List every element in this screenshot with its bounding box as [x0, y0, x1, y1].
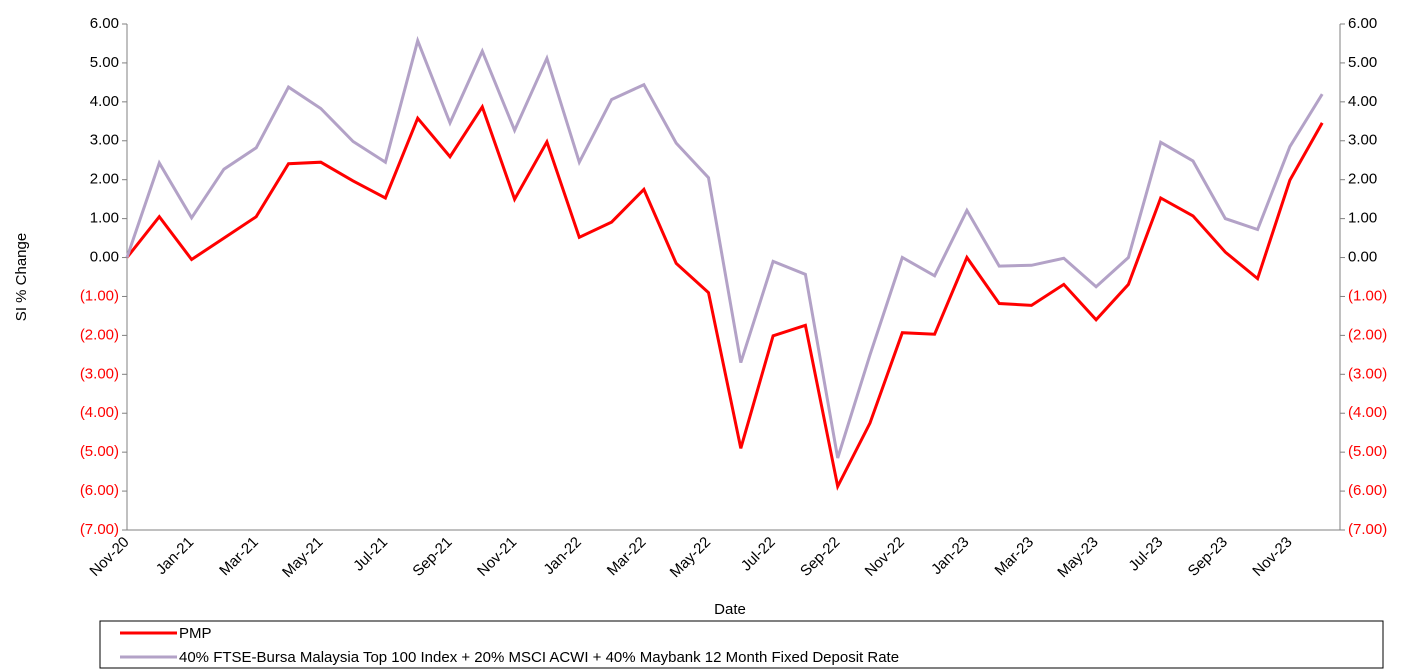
x-tick-label: May-22 — [667, 534, 714, 581]
y-tick-label: 0.00 — [90, 249, 119, 266]
y-tick-label: (6.00) — [1348, 482, 1387, 499]
y-tick-label: 1.00 — [1348, 210, 1377, 227]
x-tick-label: Mar-22 — [604, 534, 650, 580]
y-tick-label: 2.00 — [1348, 171, 1377, 188]
y-tick-label: (6.00) — [80, 482, 119, 499]
legend-label: 40% FTSE-Bursa Malaysia Top 100 Index + … — [179, 649, 899, 666]
y-tick-label: 2.00 — [90, 171, 119, 188]
legend-label: PMP — [179, 625, 212, 642]
y-tick-label: (5.00) — [80, 443, 119, 460]
x-axis-title: Date — [714, 601, 746, 618]
y-tick-label: 3.00 — [90, 132, 119, 149]
y-tick-label: 6.00 — [90, 15, 119, 32]
y-axis-title: SI % Change — [13, 233, 30, 321]
y-tick-label: (4.00) — [80, 404, 119, 421]
y-tick-label: (3.00) — [1348, 365, 1387, 382]
y-tick-label: 5.00 — [90, 54, 119, 71]
x-tick-label: Nov-21 — [474, 534, 520, 580]
series-line — [125, 35, 1324, 459]
y-tick-label: (1.00) — [80, 287, 119, 304]
y-tick-label: 0.00 — [1348, 249, 1377, 266]
y-tick-label: 5.00 — [1348, 54, 1377, 71]
y-tick-label: (2.00) — [1348, 326, 1387, 343]
x-tick-label: May-23 — [1054, 534, 1101, 581]
y-tick-label: (5.00) — [1348, 443, 1387, 460]
y-tick-label: 6.00 — [1348, 15, 1377, 32]
y-tick-label: 4.00 — [90, 93, 119, 110]
x-tick-label: Sep-22 — [797, 534, 843, 580]
x-tick-label: Mar-23 — [992, 534, 1038, 580]
x-tick-label: Jul-22 — [738, 534, 779, 575]
x-tick-label: Sep-23 — [1185, 534, 1231, 580]
x-tick-label: Nov-23 — [1249, 534, 1295, 580]
x-tick-label: Jul-23 — [1125, 534, 1166, 575]
x-tick-label: Nov-20 — [86, 534, 132, 580]
x-tick-label: Mar-21 — [216, 534, 262, 580]
x-tick-label: Jan-23 — [928, 534, 972, 578]
series-line — [125, 103, 1324, 491]
x-tick-label: Jul-21 — [350, 534, 391, 575]
y-tick-label: (3.00) — [80, 365, 119, 382]
y-tick-label: (7.00) — [80, 521, 119, 538]
x-tick-label: Sep-21 — [409, 534, 455, 580]
x-tick-label: Nov-22 — [862, 534, 908, 580]
y-tick-label: (2.00) — [80, 326, 119, 343]
x-tick-label: May-21 — [279, 534, 326, 581]
y-tick-label: (7.00) — [1348, 521, 1387, 538]
y-tick-label: 1.00 — [90, 210, 119, 227]
x-tick-label: Jan-21 — [153, 534, 197, 578]
y-tick-label: 4.00 — [1348, 93, 1377, 110]
x-tick-label: Jan-22 — [540, 534, 584, 578]
legend-box — [99, 620, 1384, 669]
y-tick-label: 3.00 — [1348, 132, 1377, 149]
y-tick-label: (1.00) — [1348, 287, 1387, 304]
y-tick-label: (4.00) — [1348, 404, 1387, 421]
